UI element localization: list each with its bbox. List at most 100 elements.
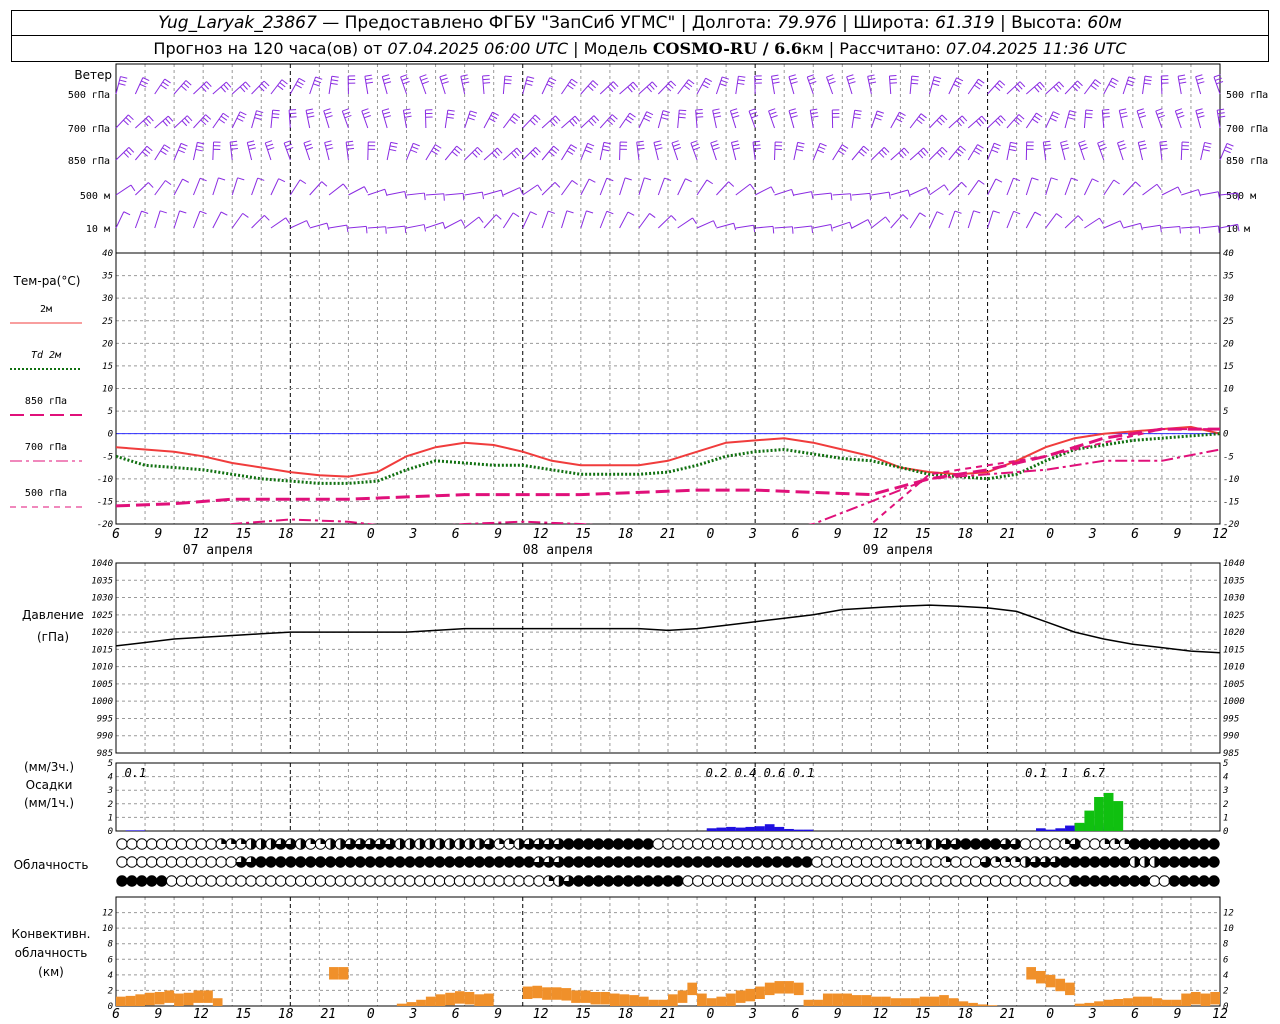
wind-barb-icon <box>599 81 614 95</box>
cloud-cover-icon <box>811 875 823 887</box>
wind-barb-icon <box>603 141 611 145</box>
wind-barb-icon <box>212 112 224 129</box>
precip-3h-label: 1 <box>1061 766 1068 780</box>
wind-barb-icon <box>1237 224 1240 232</box>
wind-barb-icon <box>205 114 212 120</box>
header-line-1: Yug_Laryak_23867 — Предоставлено ФГБУ "З… <box>11 10 1269 36</box>
model-name: COSMO-RU / 6.6 <box>652 39 802 58</box>
wind-barb-icon <box>883 147 890 153</box>
wind-barb-icon <box>1117 142 1124 161</box>
cloud-cover-icon <box>950 856 962 868</box>
wind-barb-icon <box>541 115 556 129</box>
wind-barb-icon <box>203 83 210 90</box>
conv-ytick-left: 12 <box>102 909 113 919</box>
wind-barb-icon <box>239 111 247 116</box>
conv-hour-label: 15 <box>575 1007 591 1022</box>
cloud-cover-icon <box>1198 856 1210 868</box>
wind-barb-icon <box>541 210 549 229</box>
temp-frame <box>115 252 1221 525</box>
pres-ytick-right: 1010 <box>1223 663 1245 673</box>
wind-barb-icon <box>467 117 475 121</box>
wind-barb-icon <box>977 144 984 149</box>
precip-title: Осадки <box>25 778 73 792</box>
cloud-cover-icon <box>195 838 208 850</box>
conv-bar <box>1055 978 1066 992</box>
latitude-value: 61.319 <box>935 13 995 33</box>
cloud-cover-icon <box>1019 838 1032 850</box>
wind-barb-icon <box>193 81 207 95</box>
wind-barb-icon <box>570 144 578 149</box>
precip-ytick-left: 0 <box>108 827 113 837</box>
cloud-cover-icon <box>1169 856 1180 868</box>
precip-unit-1h: (мм/1ч.) <box>23 796 75 810</box>
conv-bar <box>183 992 194 1006</box>
conv-bar <box>822 993 833 1006</box>
conv-bar <box>861 995 872 1006</box>
wind-barb-icon <box>212 177 219 196</box>
cloud-cover-icon <box>519 838 525 850</box>
wind-barb-icon <box>342 108 350 112</box>
wind-barb-icon <box>406 224 425 229</box>
cloud-cover-icon <box>761 875 773 887</box>
cloud-cover-icon <box>424 856 435 868</box>
wind-barb-icon <box>574 115 580 122</box>
wind-barb-icon <box>454 148 461 154</box>
wind-barb-icon <box>179 146 187 150</box>
cloud-cover-icon <box>473 875 486 887</box>
wind-barb-icon <box>1203 145 1211 148</box>
wind-barb-icon <box>180 85 187 91</box>
wind-barb-icon <box>1061 143 1069 147</box>
wind-barb-icon <box>307 115 315 118</box>
wind-barb-icon <box>512 212 520 218</box>
wind-barb-icon <box>878 152 885 158</box>
wind-barb-icon <box>987 178 997 196</box>
wind-barb-icon <box>1215 77 1222 81</box>
conv-bar <box>1132 996 1143 1006</box>
wind-barb-icon <box>230 144 238 147</box>
wind-barb-icon <box>693 146 701 151</box>
wind-barb-icon <box>1077 80 1083 87</box>
temp-ytick-right: -20 <box>1223 520 1239 530</box>
temp-ytick-left: 40 <box>102 249 113 259</box>
cloud-cover-icon <box>165 875 178 887</box>
wind-barb-icon <box>999 80 1006 86</box>
wind-barb-icon <box>690 142 698 161</box>
wind-barb-icon <box>220 86 226 93</box>
wind-barb-icon <box>1103 179 1115 196</box>
wind-barb-icon <box>402 110 408 129</box>
cloud-cover-icon <box>285 838 296 850</box>
cloud-cover-icon <box>633 856 644 868</box>
conv-bar <box>1171 999 1182 1006</box>
wind-barb-icon <box>637 147 645 150</box>
cloud-cover-icon <box>1188 875 1200 887</box>
cloud-cover-icon <box>340 838 346 850</box>
wind-barb-icon <box>1176 111 1184 115</box>
wind-barb-icon <box>948 181 962 196</box>
wind-frame <box>115 63 1221 254</box>
wind-barb-icon <box>1225 146 1233 150</box>
wind-barb-icon <box>671 140 679 144</box>
cloud-cover-icon <box>205 875 218 887</box>
precip-bar <box>1074 822 1085 831</box>
precip-ytick-right: 2 <box>1223 800 1228 810</box>
wind-barb-icon <box>419 74 427 78</box>
wind-barb-icon <box>925 187 930 195</box>
wind-barb-icon <box>303 140 311 144</box>
cloud-cover-icon <box>454 856 465 868</box>
temp-ytick-left: 20 <box>102 339 113 349</box>
cloud-cover-icon <box>553 838 564 850</box>
wind-barb-icon <box>192 142 198 161</box>
wind-barb-icon <box>272 113 280 115</box>
wind-barb-icon <box>973 150 981 155</box>
wind-barb-icon <box>242 212 249 218</box>
wind-barb-icon <box>482 74 490 77</box>
cloud-cover-icon <box>1129 875 1140 887</box>
wind-barb-icon <box>580 210 587 229</box>
wind-barb-icon <box>1078 142 1085 161</box>
wind-barb-icon <box>588 120 594 127</box>
cloud-cover-icon <box>722 856 733 868</box>
wind-barb-icon <box>961 115 968 122</box>
wind-barb-icon <box>1226 142 1234 147</box>
wind-barb-icon <box>341 110 349 129</box>
cloud-cover-icon <box>890 875 903 887</box>
